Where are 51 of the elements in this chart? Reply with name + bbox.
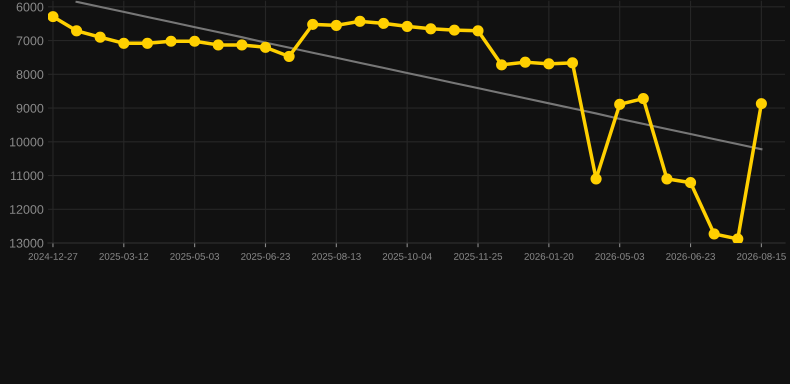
point	[708, 228, 720, 240]
y-tick-label: 9000	[16, 104, 44, 113]
point	[118, 38, 130, 49]
x-tick-label: 2024-12-27	[28, 252, 78, 260]
y-tick-label: 8000	[16, 70, 44, 79]
point	[71, 25, 82, 36]
point	[236, 39, 248, 51]
x-tick-label: 2026-06-23	[666, 252, 715, 260]
point	[638, 93, 649, 104]
point	[590, 173, 602, 184]
x-tick-label: 2025-10-04	[382, 252, 432, 260]
y-tick-label: 12000	[10, 205, 44, 214]
x-tick-label: 2026-05-03	[595, 252, 644, 260]
point	[496, 59, 508, 70]
y-tick-label: 7000	[16, 36, 44, 46]
line-series	[76, 0, 762, 150]
x-tick-label: 2025-05-03	[170, 252, 220, 260]
point	[756, 98, 767, 110]
point	[189, 36, 200, 47]
point	[614, 98, 626, 110]
point	[48, 11, 59, 22]
point	[330, 20, 342, 31]
point	[661, 173, 672, 184]
point	[212, 39, 224, 51]
point	[566, 57, 578, 68]
x-tick-label: 2026-08-15	[737, 252, 786, 260]
y-tick-label: 6000	[16, 2, 44, 12]
x-tick-label: 2025-06-23	[241, 252, 290, 260]
point	[94, 32, 106, 43]
point	[378, 18, 390, 29]
point	[684, 177, 696, 188]
point	[472, 25, 484, 36]
x-tick-label: 2025-03-12	[99, 252, 148, 260]
point	[520, 56, 531, 68]
point	[260, 42, 272, 53]
x-tick-label: 2025-08-13	[312, 252, 361, 260]
point	[543, 58, 554, 70]
x-tick-label: 2026-01-20	[524, 252, 574, 260]
point	[732, 233, 744, 243]
point	[448, 24, 460, 36]
y-tick-label: 11000	[10, 171, 44, 180]
point	[402, 20, 413, 32]
point	[307, 18, 318, 30]
y-tick-label: 10000	[10, 138, 44, 146]
point	[425, 23, 436, 34]
point	[284, 50, 295, 62]
point	[354, 16, 366, 27]
x-tick-label: 2025-11-25	[454, 252, 502, 260]
point	[142, 38, 153, 49]
point	[165, 36, 177, 47]
y-tick-label: 13000	[10, 238, 44, 248]
